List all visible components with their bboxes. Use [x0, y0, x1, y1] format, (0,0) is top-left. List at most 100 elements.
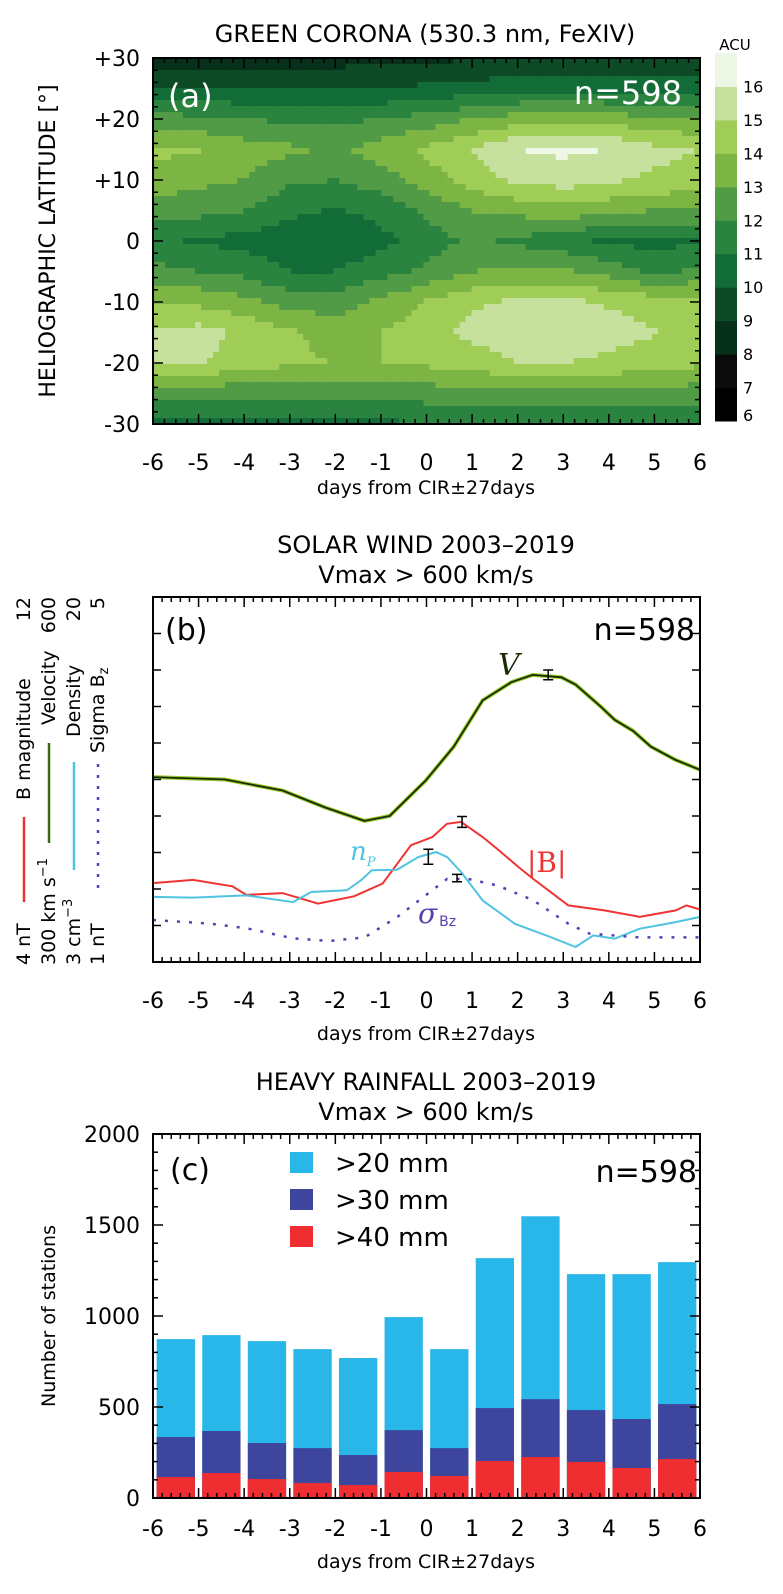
heatmap-cell — [225, 58, 232, 65]
heatmap-cell — [207, 118, 214, 125]
heatmap-cell — [627, 226, 635, 233]
heatmap-cell — [255, 250, 262, 257]
heatmap-cell — [495, 136, 503, 143]
heatmap-cell — [315, 148, 322, 155]
heatmap-cell — [513, 88, 521, 95]
heatmap-cell — [531, 88, 539, 95]
heatmap-cell — [363, 304, 370, 311]
heatmap-cell — [309, 346, 316, 353]
heatmap-cell — [561, 100, 569, 107]
heatmap-cell — [189, 256, 196, 263]
heatmap-cell — [597, 274, 605, 281]
heatmap-cell — [201, 298, 208, 305]
heatmap-cell — [207, 310, 214, 317]
heatmap-cell — [537, 346, 545, 353]
heatmap-cell — [177, 232, 184, 239]
heatmap-cell — [417, 160, 425, 167]
heatmap-cell — [543, 250, 551, 257]
heatmap-cell — [633, 100, 641, 107]
heatmap-cell — [285, 58, 292, 65]
heatmap-cell — [615, 352, 623, 359]
heatmap-cell — [249, 418, 256, 425]
heatmap-cell — [465, 184, 473, 191]
heatmap-cell — [405, 280, 413, 287]
heatmap-cell — [477, 400, 485, 407]
heatmap-cell — [273, 130, 280, 137]
heatmap-cell — [357, 364, 364, 371]
heatmap-cell — [225, 94, 232, 101]
heatmap-cell — [627, 268, 635, 275]
heatmap-cell — [489, 256, 497, 263]
heatmap-cell — [177, 238, 184, 245]
heatmap-cell — [597, 214, 605, 221]
heatmap-cell — [639, 370, 647, 377]
heatmap-cell — [555, 154, 563, 161]
heatmap-cell — [213, 220, 220, 227]
heatmap-cell — [213, 64, 220, 71]
heatmap-cell — [639, 334, 647, 341]
heatmap-cell — [501, 412, 509, 419]
heatmap-cell — [543, 286, 551, 293]
heatmap-cell — [579, 94, 587, 101]
heatmap-cell — [561, 292, 569, 299]
heatmap-cell — [627, 328, 635, 335]
heatmap-cell — [489, 130, 497, 137]
heatmap-cell — [387, 388, 395, 395]
heatmap-cell — [609, 292, 617, 299]
heatmap-cell — [153, 322, 160, 329]
heatmap-cell — [381, 208, 389, 215]
heatmap-cell — [447, 370, 455, 377]
heatmap-cell — [585, 388, 593, 395]
heatmap-cell — [405, 94, 413, 101]
heatmap-cell — [297, 190, 304, 197]
heatmap-cell — [213, 142, 220, 149]
heatmap-cell — [267, 232, 274, 239]
heatmap-cell — [351, 106, 358, 113]
heatmap-cell — [351, 250, 358, 257]
heatmap-cell — [261, 196, 268, 203]
heatmap-cell — [627, 256, 635, 263]
heatmap-cell — [465, 274, 473, 281]
heatmap-cell — [465, 322, 473, 329]
heatmap-cell — [279, 166, 286, 173]
heatmap-cell — [285, 394, 292, 401]
heatmap-cell — [603, 310, 611, 317]
heatmap-cell — [171, 268, 178, 275]
heatmap-cell — [255, 214, 262, 221]
heatmap-cell — [327, 334, 334, 341]
heatmap-cell — [507, 262, 515, 269]
heatmap-cell — [609, 274, 617, 281]
heatmap-cell — [585, 124, 593, 131]
heatmap-cell — [387, 352, 395, 359]
heatmap-cell — [573, 94, 581, 101]
heatmap-cell — [261, 304, 268, 311]
heatmap-cell — [483, 112, 491, 119]
heatmap-cell — [435, 214, 443, 221]
heatmap-cell — [525, 88, 533, 95]
heatmap-cell — [393, 298, 401, 305]
heatmap-cell — [213, 178, 220, 185]
heatmap-cell — [429, 256, 437, 263]
heatmap-cell — [285, 358, 292, 365]
heatmap-cell — [513, 352, 521, 359]
heatmap-cell — [609, 190, 617, 197]
heatmap-cell — [249, 352, 256, 359]
heatmap-cell — [297, 346, 304, 353]
heatmap-cell — [333, 208, 340, 215]
heatmap-cell — [609, 310, 617, 317]
heatmap-cell — [465, 226, 473, 233]
heatmap-cell — [219, 346, 226, 353]
heatmap-cell — [471, 250, 479, 257]
heatmap-cell — [525, 388, 533, 395]
heatmap-cell — [441, 166, 449, 173]
heatmap-cell — [249, 208, 256, 215]
heatmap-cell — [609, 328, 617, 335]
heatmap-cell — [453, 142, 461, 149]
heatmap-cell — [285, 298, 292, 305]
heatmap-cell — [339, 316, 346, 323]
heatmap-cell — [477, 76, 485, 83]
heatmap-cell — [393, 226, 401, 233]
heatmap-cell — [165, 292, 172, 299]
heatmap-cell — [315, 346, 322, 353]
heatmap-cell — [453, 190, 461, 197]
